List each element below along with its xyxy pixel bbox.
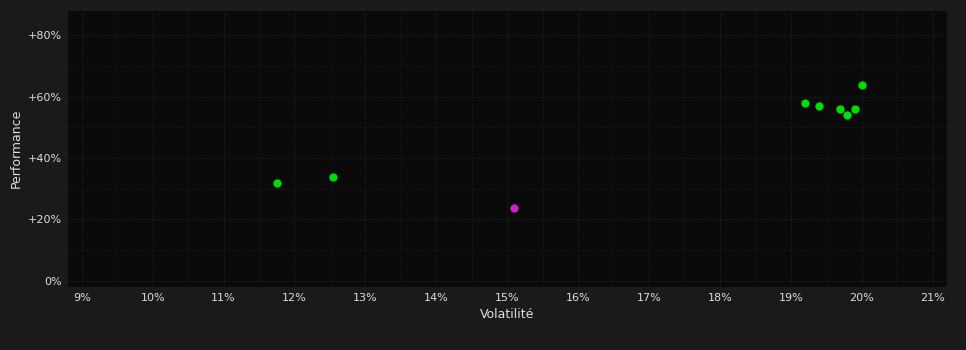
Point	[269, 180, 284, 186]
X-axis label: Volatilité: Volatilité	[480, 308, 534, 321]
Point	[811, 104, 827, 109]
Point	[326, 174, 341, 180]
Point	[854, 82, 869, 88]
Y-axis label: Performance: Performance	[10, 109, 22, 188]
Point	[506, 205, 522, 211]
Point	[833, 107, 848, 112]
Point	[839, 112, 855, 118]
Point	[797, 100, 812, 106]
Point	[847, 107, 863, 112]
